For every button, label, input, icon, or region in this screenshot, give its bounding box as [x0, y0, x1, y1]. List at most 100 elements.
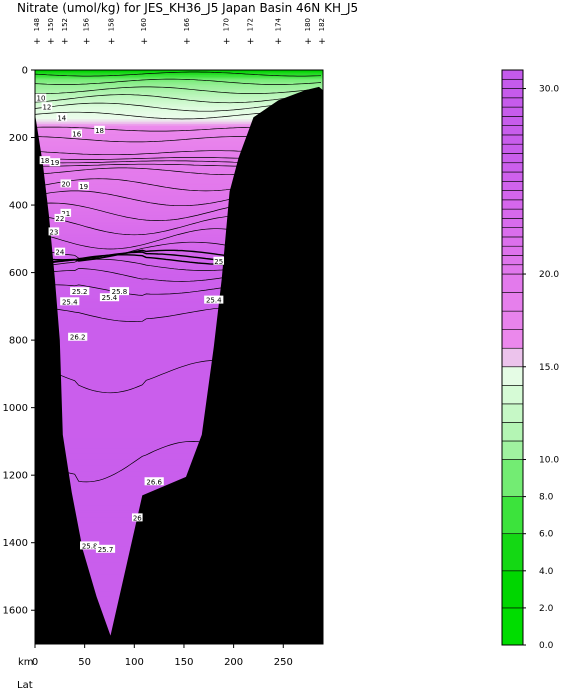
field-band	[35, 90, 323, 93]
field-band	[35, 367, 323, 370]
field-band	[35, 205, 323, 208]
field-band	[35, 431, 323, 434]
field-band	[35, 174, 323, 177]
chart-title: Nitrate (umol/kg) for JES_KH36_J5 Japan …	[17, 1, 358, 15]
colorbar-step	[501, 273, 524, 293]
field-band	[35, 355, 323, 358]
field-band	[35, 397, 323, 400]
field-band	[35, 422, 323, 426]
field-band	[35, 323, 323, 326]
contour-label-box	[94, 125, 105, 134]
colorbar-step	[501, 264, 524, 275]
field-band	[35, 80, 323, 83]
y-tick-label: 1000	[3, 403, 28, 414]
colorbar-tick-label: 20.0	[539, 270, 559, 280]
field-band	[35, 167, 323, 171]
field-band	[35, 299, 323, 302]
colorbar-step	[501, 180, 524, 191]
field-band	[35, 103, 323, 107]
field-band	[35, 326, 323, 329]
field-band	[35, 277, 323, 280]
field-band	[35, 416, 323, 419]
contour-line	[35, 78, 322, 85]
contour-label: 23	[49, 228, 58, 236]
field-band	[35, 97, 323, 100]
field-band	[35, 405, 323, 409]
field-band	[35, 319, 323, 323]
field-band	[35, 154, 323, 157]
field-band	[35, 262, 323, 265]
field-band	[35, 432, 323, 436]
field-band	[35, 370, 323, 373]
contour-label: 25.4	[62, 298, 78, 306]
contour-label: 22	[55, 215, 64, 223]
field-band	[35, 260, 323, 264]
field-band	[35, 250, 323, 253]
field-band	[35, 392, 323, 395]
field-band	[35, 461, 323, 464]
field-band	[35, 473, 323, 476]
field-band	[35, 362, 323, 365]
contour-line	[35, 94, 322, 104]
field-band	[35, 459, 323, 463]
field-band	[35, 98, 323, 101]
field-band	[35, 308, 323, 311]
distance-axis: 0 50 100 150 200 250	[32, 644, 293, 668]
contour-label-box	[213, 256, 225, 265]
field-band	[35, 206, 323, 210]
station-marker: +	[108, 37, 116, 47]
field-band	[35, 218, 323, 221]
field-band	[35, 394, 323, 397]
contour-label: 24	[55, 249, 64, 257]
field-band	[35, 411, 323, 414]
field-band	[35, 125, 323, 128]
field-band	[35, 468, 323, 471]
station-label: 170	[223, 18, 231, 31]
field-band	[35, 95, 323, 98]
field-band	[35, 321, 323, 324]
colorbar-step	[501, 125, 524, 136]
field-band	[35, 198, 323, 201]
field-band	[35, 183, 323, 186]
field-band	[35, 91, 323, 95]
field-band	[35, 70, 323, 73]
station-marker: +	[247, 37, 255, 47]
field-band	[35, 414, 323, 417]
field-band	[35, 402, 323, 405]
colorbar-step	[501, 218, 524, 228]
field-band	[35, 443, 323, 446]
colorbar-step	[501, 162, 524, 173]
field-band	[35, 120, 323, 123]
field-band	[35, 227, 323, 230]
field-band	[35, 137, 323, 140]
field-band	[35, 130, 323, 134]
field-band	[35, 453, 323, 456]
contour-line	[35, 86, 322, 94]
field-band	[35, 240, 323, 243]
field-band	[35, 291, 323, 294]
contour-label: 21	[61, 210, 70, 218]
station-marker: +	[61, 37, 69, 47]
contour-label-box	[41, 102, 53, 111]
field-band	[35, 265, 323, 269]
field-band	[35, 279, 323, 282]
field-band	[35, 434, 323, 437]
field-band	[35, 400, 323, 404]
field-band	[35, 162, 323, 166]
field-band	[35, 247, 323, 250]
field-band	[35, 365, 323, 368]
field-band	[35, 318, 323, 321]
contour-label: 26	[133, 514, 142, 522]
field-band	[35, 304, 323, 307]
field-band	[35, 429, 323, 432]
field-band	[35, 179, 323, 183]
contour-label: 25.2	[72, 288, 88, 296]
station-label: 152	[61, 18, 69, 31]
colorbar-step	[501, 366, 524, 386]
colorbar-step	[501, 329, 524, 349]
contour-line	[35, 71, 322, 77]
field-band	[35, 157, 323, 161]
field-band	[35, 264, 323, 267]
plot-frame	[34, 69, 324, 645]
